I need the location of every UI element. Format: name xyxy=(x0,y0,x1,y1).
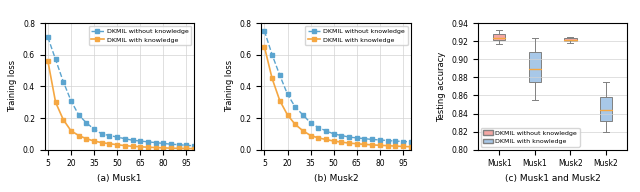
Bar xyxy=(600,97,612,121)
Bar xyxy=(564,38,577,41)
Bar xyxy=(493,34,506,40)
Y-axis label: Training loss: Training loss xyxy=(225,60,234,113)
X-axis label: (a) Musk1: (a) Musk1 xyxy=(97,174,141,183)
X-axis label: (b) Musk2: (b) Musk2 xyxy=(314,174,358,183)
Legend: DKMIL without knowledge, DKMIL with knowledge: DKMIL without knowledge, DKMIL with know… xyxy=(305,26,408,45)
X-axis label: (c) Musk1 and Musk2: (c) Musk1 and Musk2 xyxy=(505,174,600,183)
Y-axis label: Training loss: Training loss xyxy=(8,60,17,113)
Y-axis label: Testing accuracy: Testing accuracy xyxy=(436,51,445,122)
Bar xyxy=(529,52,541,82)
Legend: DKMIL without knowledge, DKMIL with knowledge: DKMIL without knowledge, DKMIL with know… xyxy=(88,26,191,45)
Legend: DKMIL without knowledge, DKMIL with knowledge: DKMIL without knowledge, DKMIL with know… xyxy=(481,128,580,147)
